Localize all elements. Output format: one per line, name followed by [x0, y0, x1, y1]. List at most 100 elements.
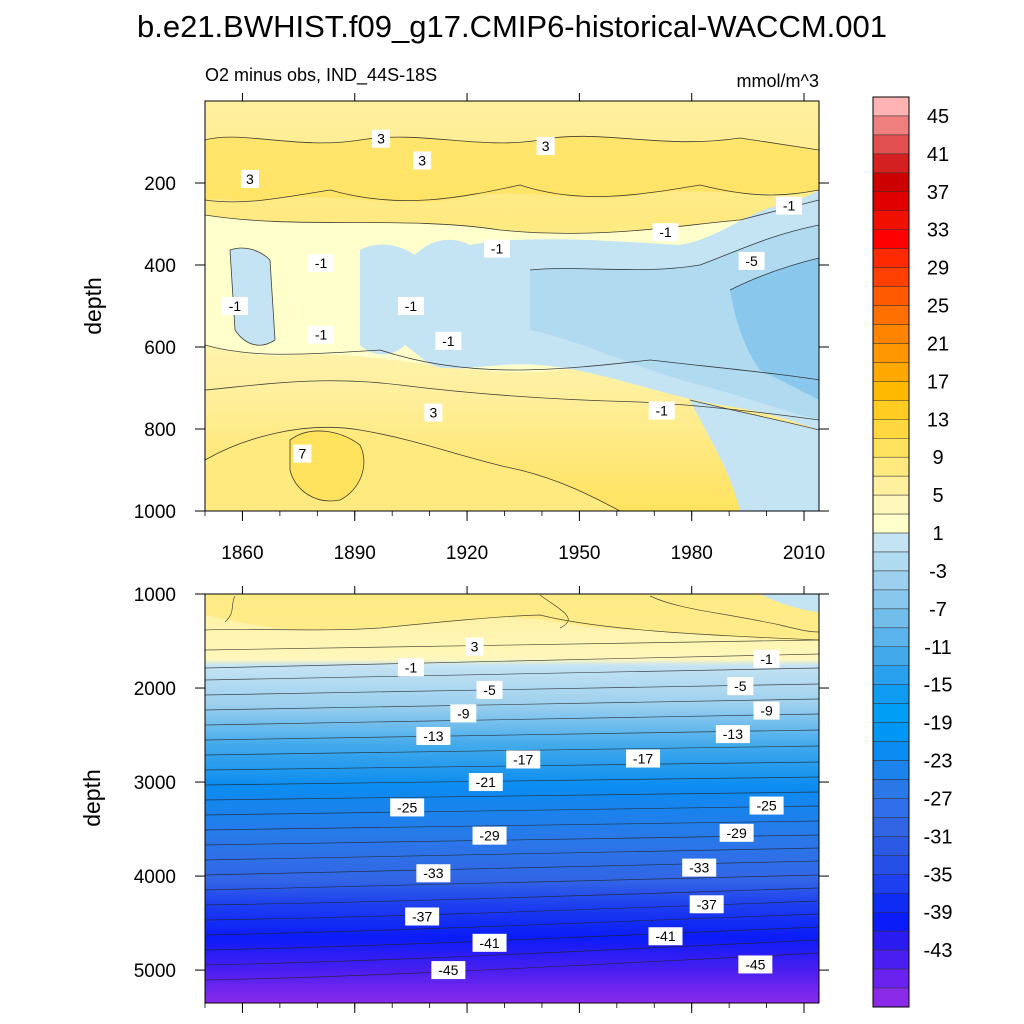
colorbar-label: 21: [927, 333, 949, 355]
colorbar-swatch: [872, 324, 910, 344]
contour-label: -1: [308, 253, 335, 272]
contour-label: -5: [727, 677, 754, 696]
contour-label-text: -1: [405, 659, 418, 675]
contour-label-text: -13: [423, 728, 443, 744]
contour-label-text: -45: [438, 962, 458, 978]
contour-label: 3: [465, 637, 484, 656]
lower-panel: 3 -1 -1 -5 -5 -9 -9 -13 -13 -17 -17 -21 -25 -25 -29 -29…: [79, 585, 829, 1013]
colorbar-swatch: [872, 456, 910, 477]
colorbar-label: -27: [924, 788, 953, 810]
contour-label-text: -33: [689, 860, 709, 876]
contour-label-text: -25: [397, 799, 417, 815]
colorbar-label: -11: [924, 637, 951, 659]
contour-label: -1: [221, 297, 248, 315]
colorbar-label: 25: [927, 296, 949, 318]
contour-label-text: 3: [418, 152, 426, 168]
contour-label: -17: [626, 749, 661, 768]
colorbar-swatch: [872, 817, 910, 837]
contour-label-text: 7: [298, 446, 306, 462]
colorbar-swatch: [872, 930, 910, 951]
colorbar-label: -43: [924, 940, 953, 962]
colorbar-label: 13: [927, 409, 949, 431]
contour-label-text: -37: [412, 908, 432, 924]
upper-axes: 1860 1890 1920 1950 1980 2010 200 400 600 800 1000: [134, 93, 829, 564]
colorbar-swatch: [872, 779, 910, 799]
y-tick-label: 5000: [134, 961, 176, 982]
units-label: mmol/m^3: [737, 71, 819, 91]
contour-label: -5: [738, 251, 765, 270]
colorbar-swatch: [872, 551, 910, 572]
contour-label: -37: [689, 895, 724, 914]
colorbar-swatch: [872, 760, 910, 780]
contour-label: -21: [468, 773, 503, 792]
x-tick-label: 1950: [558, 543, 600, 564]
colorbar-swatch: [872, 608, 910, 629]
colorbar-swatch: [872, 513, 910, 534]
colorbar-swatch: [872, 532, 910, 553]
colorbar-swatch: [872, 115, 910, 136]
upper-y-axis-label: depth: [80, 277, 106, 335]
colorbar-swatch: [872, 741, 910, 761]
colorbar-swatch: [872, 703, 910, 723]
colorbar-swatch: [872, 911, 910, 932]
x-tick-label: 1860: [221, 543, 263, 564]
colorbar-swatch: [872, 134, 910, 155]
contour-label-text: 3: [246, 171, 254, 187]
colorbar-swatch: [872, 286, 910, 306]
contour-label-text: -13: [723, 726, 743, 742]
contour-label-text: -33: [423, 865, 443, 881]
contour-label-text: -1: [229, 298, 242, 314]
contour-label-text: -5: [734, 678, 747, 694]
colorbar-swatch: [872, 494, 910, 515]
contour-label: -25: [749, 796, 784, 815]
contour-label-text: -1: [315, 327, 328, 343]
colorbar-label: 41: [927, 144, 949, 166]
colorbar-label: 29: [927, 258, 949, 280]
contour-label-text: -45: [745, 956, 765, 972]
lower-axes: 1000 2000 3000 4000 5000: [134, 585, 829, 1013]
contour-label-text: -1: [760, 651, 773, 667]
colorbar-swatch: [872, 684, 910, 704]
contour-label-text: -1: [405, 298, 418, 314]
contour-label-text: -25: [756, 798, 776, 814]
contour-label: 3: [371, 129, 390, 148]
contour-label: -13: [715, 725, 750, 744]
contour-label: -29: [719, 823, 754, 842]
contour-label: -1: [753, 649, 780, 668]
contour-label-text: -41: [655, 928, 675, 944]
contour-label: 7: [293, 444, 312, 463]
contour-label-text: -21: [476, 774, 496, 790]
colorbar-swatch: [872, 343, 910, 363]
y-tick-label: 1000: [134, 585, 176, 606]
contour-label-text: -29: [479, 828, 499, 844]
contour-label: -45: [431, 961, 466, 980]
contour-label: -41: [472, 933, 507, 952]
contour-label-text: -5: [483, 682, 496, 698]
upper-plot-frame: [204, 100, 820, 512]
contour-label: -33: [416, 864, 451, 883]
colorbar-swatch: [872, 874, 910, 894]
panel-subtitle: O2 minus obs, IND_44S-18S: [205, 65, 437, 86]
colorbar-swatch: [872, 229, 910, 249]
contour-label: -1: [397, 658, 424, 677]
lower-plot-field: 3 -1 -1 -5 -5 -9 -9 -13 -13 -17 -17 -21 -25 -25 -29 -29…: [205, 594, 819, 1003]
contour-label: -5: [476, 680, 503, 699]
y-tick-label: 400: [144, 256, 176, 277]
contour-label-text: 3: [377, 131, 385, 147]
contour-label: -45: [738, 955, 773, 974]
colorbar-swatch: [872, 836, 910, 856]
contour-label: 3: [536, 137, 555, 156]
y-tick-label: 4000: [134, 867, 176, 888]
x-tick-label: 1890: [334, 543, 376, 564]
contour-label: -1: [484, 239, 511, 258]
contour-label: -1: [308, 325, 335, 344]
contour-label: -41: [648, 927, 683, 946]
contour-label-text: -9: [760, 703, 773, 719]
colorbar-swatch: [872, 419, 910, 439]
colorbar-label: -31: [924, 826, 953, 848]
colorbar-frame: [872, 96, 910, 1008]
y-tick-label: 600: [144, 338, 176, 359]
colorbar-swatch: [872, 362, 910, 382]
lower-contour-labels: 3 -1 -1 -5 -5 -9 -9 -13 -13 -17 -17 -21 -25 -25 -29 -29…: [390, 637, 784, 980]
